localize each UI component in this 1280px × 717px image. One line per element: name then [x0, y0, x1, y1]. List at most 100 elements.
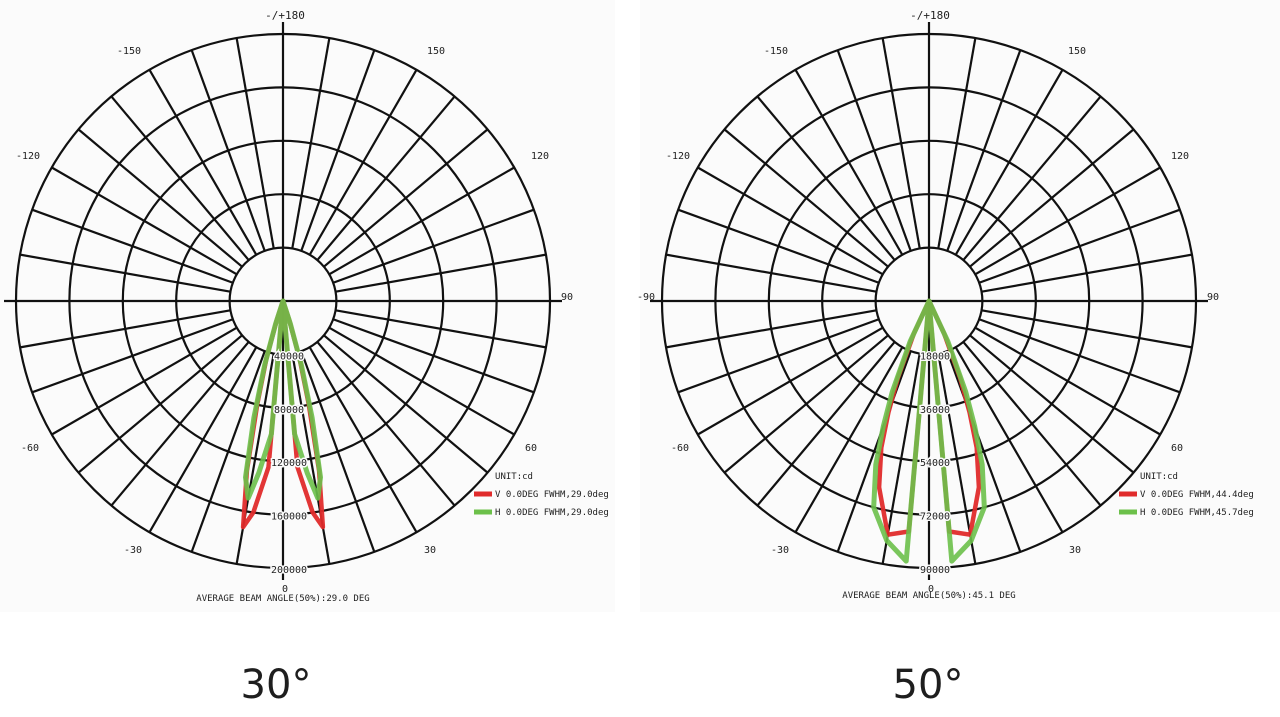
angle-label-left: -90 [637, 292, 655, 303]
caption-50deg: 50° [892, 662, 964, 708]
beam-angle-footer: AVERAGE BEAM ANGLE(50%):29.0 DEG [196, 594, 369, 604]
angle-label: 0 [928, 584, 934, 595]
grid-spoke [954, 346, 1064, 533]
grid-spoke [978, 318, 1181, 394]
grid-spoke [697, 326, 884, 436]
legend-label: H 0.0DEG FWHM,29.0deg [495, 508, 609, 518]
angle-label: -150 [764, 46, 788, 57]
grid-spoke [77, 128, 243, 268]
grid-spoke [794, 346, 904, 533]
grid-spoke [332, 318, 535, 394]
grid-spoke [969, 128, 1135, 268]
grid-spoke [328, 166, 515, 276]
plot-panel-right [640, 0, 1280, 612]
grid-spoke [328, 326, 515, 436]
grid-spoke [335, 309, 547, 349]
grid-spoke [981, 309, 1193, 349]
grid [650, 22, 1208, 580]
angle-label: -60 [21, 443, 39, 454]
angle-label: 120 [1171, 151, 1189, 162]
grid-spoke [300, 350, 376, 553]
grid-spoke [308, 346, 418, 533]
grid-spoke [723, 334, 889, 474]
grid-spoke [323, 128, 489, 268]
angle-label: -60 [671, 443, 689, 454]
grid-spoke [969, 334, 1135, 474]
grid-spoke [937, 37, 977, 249]
grid-spoke [794, 69, 904, 256]
beam-angle-footer: AVERAGE BEAM ANGLE(50%):45.1 DEG [842, 591, 1015, 601]
grid-spoke [190, 49, 266, 252]
ring-label: 90000 [920, 565, 950, 576]
ring-label: 160000 [271, 512, 307, 523]
grid-spoke [31, 318, 234, 394]
angle-label: 30 [424, 545, 436, 556]
grid-spoke [316, 95, 456, 261]
ring-label: 36000 [920, 405, 950, 416]
grid-spoke [836, 350, 912, 553]
grid-spoke [881, 37, 921, 249]
grid-spoke [665, 253, 877, 293]
grid-spoke [190, 350, 266, 553]
series-line-h [243, 298, 323, 501]
grid-spoke [335, 253, 547, 293]
grid-spoke [974, 326, 1161, 436]
grid-spoke [19, 309, 231, 349]
angle-label: 60 [525, 443, 537, 454]
grid-spoke [677, 208, 880, 284]
angle-label: -120 [666, 151, 690, 162]
grid-spoke [836, 49, 912, 252]
grid [4, 22, 562, 580]
grid-spoke [51, 166, 238, 276]
angle-label-top: -/+180 [910, 9, 950, 22]
grid-spoke [148, 69, 258, 256]
grid-spoke [308, 69, 418, 256]
grid-spoke [291, 37, 331, 249]
grid-spoke [962, 341, 1102, 507]
legend-label: V 0.0DEG FWHM,44.4deg [1140, 490, 1254, 500]
angle-label: 90 [1207, 292, 1219, 303]
ring-label: 80000 [274, 405, 304, 416]
angle-label: -30 [771, 545, 789, 556]
plot-panel-left [0, 0, 615, 612]
legend-title: UNIT:cd [495, 472, 533, 482]
grid-spoke [946, 49, 1022, 252]
grid-spoke [77, 334, 243, 474]
grid-spoke [756, 341, 896, 507]
grid-spoke [316, 341, 456, 507]
grid-spoke [978, 208, 1181, 284]
angle-label-top: -/+180 [265, 9, 305, 22]
grid-spoke [110, 95, 250, 261]
grid-spoke [51, 326, 238, 436]
grid-spoke [756, 95, 896, 261]
grid-spoke [323, 334, 489, 474]
ring-label: 120000 [271, 458, 307, 469]
ring-label: 54000 [920, 458, 950, 469]
caption-30deg: 30° [240, 662, 312, 708]
grid-spoke [110, 341, 250, 507]
grid-spoke [946, 350, 1022, 553]
grid-spoke [300, 49, 376, 252]
grid-spoke [677, 318, 880, 394]
angle-label: 150 [1068, 46, 1086, 57]
angle-label: -150 [117, 46, 141, 57]
ring-label: 40000 [274, 351, 304, 362]
angle-label: 60 [1171, 443, 1183, 454]
grid-spoke [723, 128, 889, 268]
legend-label: V 0.0DEG FWHM,29.0deg [495, 490, 609, 500]
ring-label: 200000 [271, 565, 307, 576]
angle-label: -120 [16, 151, 40, 162]
angle-label: 150 [427, 46, 445, 57]
angle-label: 30 [1069, 545, 1081, 556]
angle-label: 0 [282, 584, 288, 595]
grid-spoke [954, 69, 1064, 256]
grid-spoke [974, 166, 1161, 276]
grid-spoke [332, 208, 535, 284]
grid-spoke [697, 166, 884, 276]
angle-label: -30 [124, 545, 142, 556]
series-line-h [871, 298, 987, 564]
grid-spoke [148, 346, 258, 533]
